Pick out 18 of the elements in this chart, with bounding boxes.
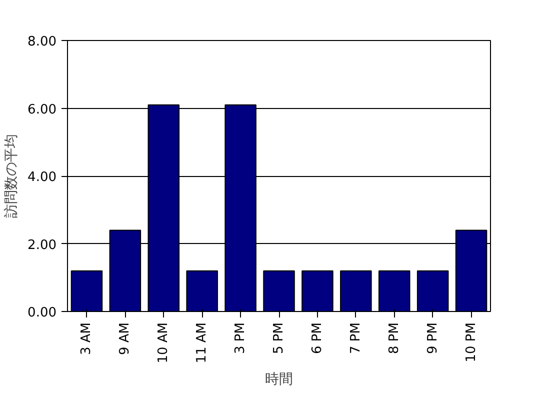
x-tick-label: 9 PM — [425, 322, 440, 354]
y-tick-label: 6.00 — [28, 102, 57, 118]
x-tick-label: 8 PM — [386, 322, 402, 354]
x-tick-label: 3 AM — [79, 322, 94, 356]
y-tick-label: 2.00 — [28, 238, 57, 253]
x-tick-label: 9 AM — [118, 322, 133, 356]
x-tick-label: 6 PM — [310, 322, 325, 354]
x-tick-label: 10 AM — [156, 322, 172, 364]
x-tick-label: 7 PM — [348, 322, 364, 354]
x-tick-label: 10 PM — [464, 322, 479, 362]
y-tick-label: 8.00 — [28, 34, 57, 50]
x-tick-label: 5 PM — [272, 322, 286, 354]
x-tick-label: 3 PM — [233, 322, 248, 354]
x-tick-label: 11 AM — [194, 322, 210, 364]
y-axis-title: 訪問数の平均 — [4, 134, 20, 218]
x-axis-title: 時間 — [265, 371, 293, 388]
y-tick-label: 0.00 — [28, 306, 57, 320]
y-tick-label: 4.00 — [28, 170, 57, 185]
